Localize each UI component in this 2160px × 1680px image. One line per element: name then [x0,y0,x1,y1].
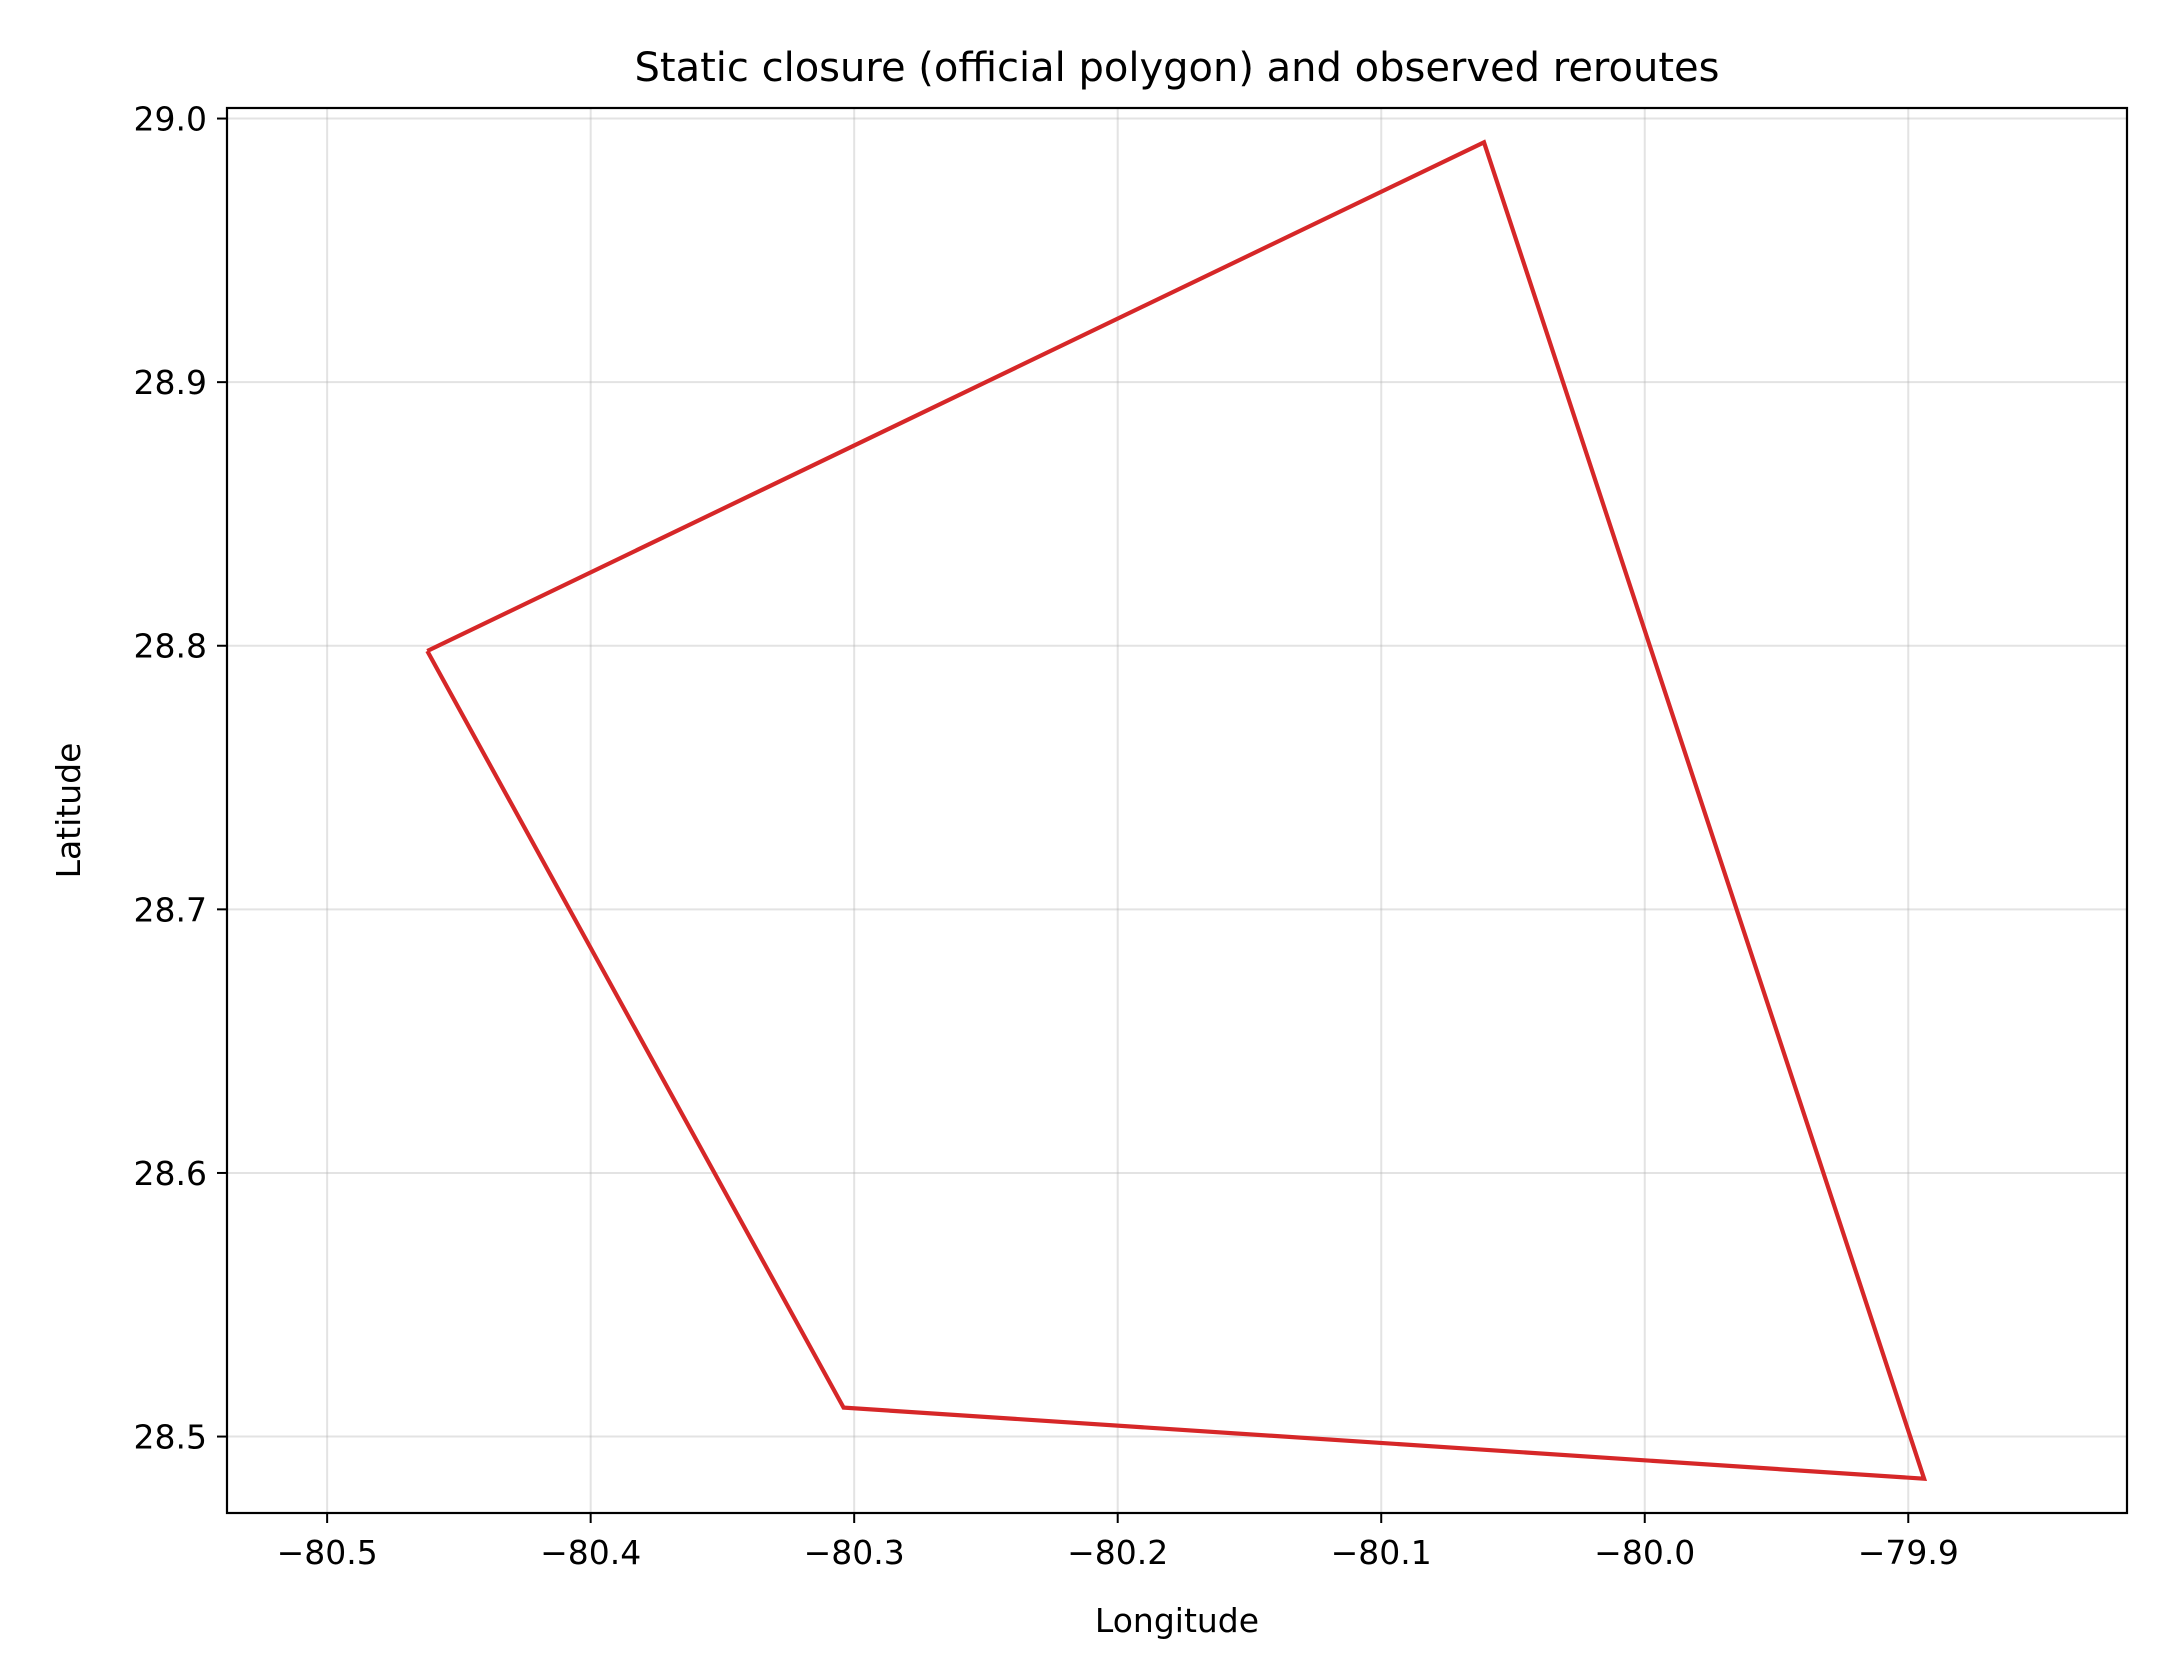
series-layer [425,139,1928,1481]
x-tick-label: −80.1 [1331,1533,1432,1572]
y-tick-label: 28.5 [134,1418,207,1457]
x-axis-label: Longitude [1095,1601,1259,1640]
x-tick-label: −80.4 [540,1533,641,1572]
y-tick-label: 28.6 [134,1154,207,1193]
x-tick-label: −80.0 [1594,1533,1695,1572]
y-tick-label: 28.9 [134,363,207,402]
plot-frame [225,106,2129,1515]
y-axis-label: Latitude [49,743,88,879]
grid [227,108,2127,1513]
x-tick-label: −79.9 [1858,1533,1959,1572]
x-tick-label: −80.2 [1067,1533,1168,1572]
chart-title: Static closure (official polygon) and ob… [635,45,1720,91]
ticks: −80.5 −80.4 −80.3 −80.2 −80.1 −80.0 −79.9 28.5 2… [134,100,1959,1572]
x-tick-label: −80.3 [804,1533,905,1572]
y-tick-label: 29.0 [134,100,207,139]
x-tick-label: −80.5 [277,1533,378,1572]
y-tick-label: 28.8 [134,627,207,666]
closure-polygon-line [425,139,1928,1481]
y-tick-label: 28.7 [134,890,207,929]
